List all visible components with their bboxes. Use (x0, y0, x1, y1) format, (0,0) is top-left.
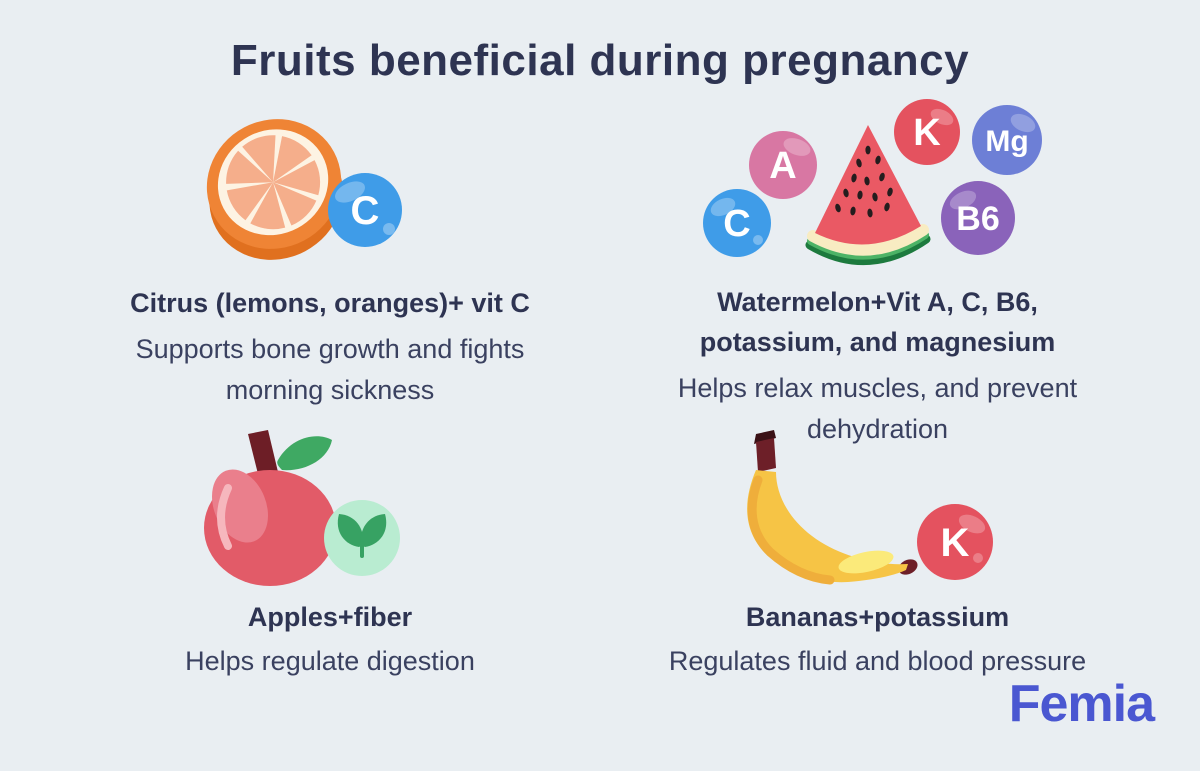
citrus-heading: Citrus (lemons, oranges)+ vit C (130, 288, 530, 318)
potassium-badge-banana-label: K (941, 521, 970, 565)
vitamin-c2-badge: C (703, 189, 771, 257)
page-title: Fruits beneficial during pregnancy (230, 36, 970, 85)
apples-heading: Apples+fiber (247, 602, 413, 632)
vitamin-c2-badge-label: C (723, 203, 750, 245)
watermelon-heading: Watermelon+Vit A, C, B6, potassium, and … (640, 282, 1115, 362)
citrus-description: Supports bone growth and fights morning … (80, 329, 580, 411)
potassium-badge-banana: K (917, 504, 993, 580)
citrus-description-line2: morning sickness (225, 375, 435, 405)
watermelon-description: Helps relax muscles, and prevent dehydra… (640, 368, 1115, 450)
vitamin-a-badge-label: A (769, 145, 796, 187)
watermelon-description-line2: dehydration (806, 414, 949, 444)
citrus-description-line1: Supports bone growth and fights (135, 334, 525, 364)
bananas-description: Regulates fluid and blood pressure (668, 646, 1087, 676)
vitamin-a-badge: A (749, 131, 817, 199)
vitamin-c-badge-label: C (351, 189, 380, 233)
magnesium-badge-label: Mg (985, 125, 1028, 158)
watermelon-heading-line1: Watermelon+Vit A, C, B6, (717, 287, 1038, 317)
watermelon-seeds (835, 145, 893, 218)
apples-description: Helps regulate digestion (185, 646, 475, 676)
watermelon-description-line1: Helps relax muscles, and prevent (677, 373, 1078, 403)
fiber-badge (324, 500, 400, 576)
femia-logo: Femia (1008, 675, 1155, 733)
vitamin-b6-badge-label: B6 (956, 200, 999, 238)
watermelon-icon: A C K Mg B6 (703, 99, 1042, 265)
banana-icon: K (747, 430, 993, 585)
potassium-badge-label: K (913, 112, 941, 154)
orange-slice-icon: C (206, 119, 402, 260)
magnesium-badge: Mg (972, 105, 1042, 175)
bananas-heading: Bananas+potassium (745, 602, 1010, 632)
vitamin-b6-badge: B6 (941, 181, 1015, 255)
vitamin-c-badge: C (328, 173, 402, 247)
potassium-badge: K (894, 99, 960, 165)
watermelon-heading-line2: potassium, and magnesium (699, 327, 1056, 357)
apple-icon (204, 430, 400, 586)
